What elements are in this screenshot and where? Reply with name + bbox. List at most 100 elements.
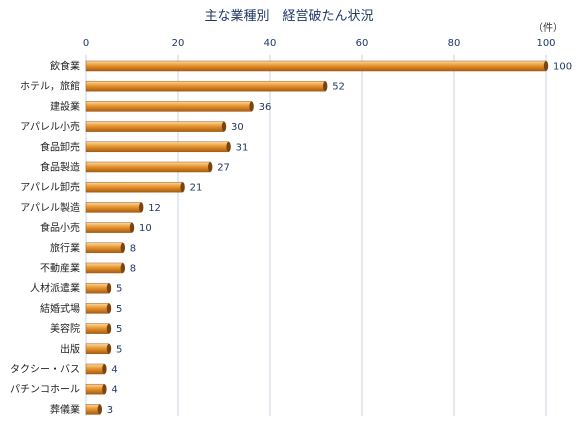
- data-label: 8: [130, 264, 136, 275]
- bar: [85, 282, 110, 294]
- bar-row: パチンコホール 4: [10, 384, 118, 396]
- chart-title: 主な業種別 経営破たん状況: [204, 8, 373, 24]
- bar: [85, 121, 225, 132]
- bar-row: 建設業 36: [50, 100, 271, 113]
- bar-cap: [97, 404, 103, 415]
- data-label: 5: [116, 284, 122, 295]
- bar-row: 葬儀業 3: [50, 403, 113, 416]
- data-label: 3: [107, 405, 113, 416]
- bar: [85, 181, 183, 193]
- category-label: 建設業: [50, 100, 80, 113]
- data-label: 31: [236, 142, 249, 153]
- bar: [85, 303, 110, 314]
- bar-row: タクシー・バス 4: [10, 364, 118, 376]
- bar: [85, 202, 142, 213]
- category-label: 人材派遣業: [30, 282, 80, 295]
- bar: [85, 343, 110, 355]
- bar-cap: [129, 222, 135, 233]
- data-label: 5: [116, 344, 122, 355]
- data-label: 100: [553, 62, 572, 73]
- bar-row: アパレル卸売 21: [20, 181, 202, 194]
- gridlines: [85, 55, 547, 416]
- data-label: 52: [332, 82, 345, 93]
- data-label: 4: [111, 365, 117, 376]
- category-label: 旅行業: [50, 241, 80, 254]
- x-tick-label: 80: [448, 38, 461, 49]
- bar-row: 旅行業 8: [50, 241, 136, 254]
- unit-label: （件）: [533, 22, 563, 34]
- bar: [85, 80, 326, 92]
- category-label: アパレル製造: [20, 201, 80, 214]
- bar: [85, 161, 211, 173]
- bar-cap: [102, 364, 107, 374]
- x-tick-label: 40: [264, 38, 277, 49]
- category-label: 結婚式場: [40, 302, 80, 315]
- data-label: 30: [231, 122, 244, 133]
- bar: [85, 242, 124, 254]
- category-label: 出版: [60, 342, 80, 355]
- bar-cap: [249, 101, 254, 112]
- data-label: 5: [116, 304, 122, 315]
- bar-cap: [180, 182, 185, 193]
- category-label: アパレル小売: [20, 120, 80, 133]
- data-label: 5: [116, 324, 122, 335]
- bar-row: 結婚式場 5: [40, 302, 122, 315]
- bar-cap: [106, 303, 112, 314]
- category-label: アパレル卸売: [20, 181, 80, 194]
- bar-row: 食品卸売 31: [40, 140, 248, 153]
- bar-row: ホテル，旅館 52: [20, 80, 345, 93]
- data-label: 4: [111, 385, 117, 396]
- category-label: 葬儀業: [50, 403, 80, 416]
- category-label: タクシー・バス: [10, 364, 80, 376]
- bar-row: 出版 5: [60, 342, 122, 355]
- bar-cap: [221, 121, 227, 132]
- bar: [85, 222, 133, 233]
- bar-row: アパレル小売 30: [20, 120, 244, 133]
- x-tick-label: 20: [172, 38, 185, 49]
- bar-cap: [120, 242, 126, 253]
- category-label: 食品小売: [40, 221, 80, 234]
- bar-cap: [139, 202, 144, 213]
- bars: 飲食業 100 ホテル，旅館 52 建設業 36 アパレル小売 30 食品卸売 31 食品製造 27 ア…: [10, 60, 572, 416]
- bar-row: 人材派遣業 5: [30, 282, 122, 295]
- bar: [85, 383, 105, 395]
- bar-cap: [208, 162, 213, 172]
- x-axis-ticks: 0 20 40 60 80 100: [83, 38, 556, 49]
- x-tick-label: 100: [536, 38, 555, 49]
- bar: [85, 323, 110, 334]
- bar-cap: [102, 384, 107, 395]
- bar: [85, 60, 547, 72]
- category-label: 食品卸売: [40, 140, 80, 153]
- category-label: 美容院: [50, 322, 80, 335]
- data-label: 12: [148, 203, 161, 214]
- bar-cap: [120, 263, 126, 273]
- category-label: 不動産業: [40, 262, 80, 275]
- bar: [85, 141, 229, 153]
- bar-cap: [106, 343, 112, 354]
- data-label: 8: [130, 243, 136, 254]
- bar: [85, 262, 124, 274]
- bar-row: 美容院 5: [50, 322, 122, 335]
- category-label: ホテル，旅館: [20, 80, 80, 93]
- bar-cap: [106, 283, 112, 294]
- bar-row: 不動産業 8: [40, 262, 136, 275]
- data-label: 36: [259, 102, 272, 113]
- data-label: 10: [139, 223, 152, 234]
- bar-row: 食品小売 10: [40, 221, 152, 234]
- bar-row: 食品製造 27: [40, 161, 230, 174]
- x-tick-label: 0: [83, 38, 89, 49]
- bar-cap: [543, 61, 549, 71]
- bar-row: 飲食業 100: [50, 60, 572, 73]
- bar: [85, 363, 105, 375]
- data-label: 21: [190, 183, 203, 194]
- category-label: 食品製造: [40, 161, 80, 174]
- category-label: パチンコホール: [10, 384, 80, 396]
- x-tick-label: 60: [356, 38, 369, 49]
- bar-cap: [106, 323, 112, 334]
- data-label: 27: [217, 163, 230, 174]
- bar-cap: [226, 141, 231, 152]
- bar: [85, 101, 252, 112]
- bar-cap: [323, 81, 328, 92]
- category-label: 飲食業: [50, 60, 80, 73]
